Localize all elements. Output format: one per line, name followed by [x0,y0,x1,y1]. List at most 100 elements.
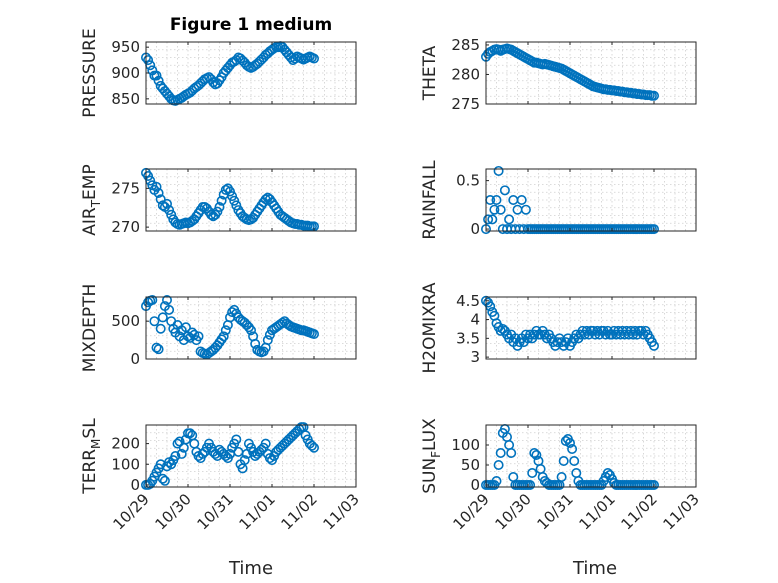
y-axis-label: AIRTEMP [80,164,103,235]
data-point [147,295,158,306]
data-point [520,204,531,215]
data-point [220,325,231,336]
x-axis-label-right: Time [572,558,617,579]
axes-frame [145,424,357,488]
axes-frame [485,296,697,360]
data-point [157,312,168,323]
data-point [308,442,319,453]
y-tick-label: 275 [451,95,480,113]
data-point [231,434,242,445]
y-axis-label-main: MIXDEPTH [80,284,100,373]
data-point [151,181,162,192]
data-point [308,53,319,64]
data-point [155,194,166,205]
data-point [170,450,181,461]
data-point [483,214,494,225]
data-point [487,214,498,225]
data-point [489,204,500,215]
data-point [218,331,229,342]
data-point [516,195,527,206]
data-point [229,195,240,206]
y-tick-label: 3 [470,348,480,366]
data-point [166,209,177,220]
data-point [493,165,504,176]
data-point [648,479,659,490]
y-tick-label: 200 [111,435,140,453]
axes-frame [485,424,697,488]
y-axis-label-main: RAINFALL [420,160,440,240]
y-tick-label: 950 [111,38,140,56]
y-axis-label-main: SUN [420,458,440,494]
data-point [176,448,187,459]
figure-title: Figure 1 medium [170,15,332,35]
x-axis-label-left: Time [228,558,273,579]
data-point [193,331,204,342]
y-axis-label: THETA [420,45,440,101]
data-point [491,475,502,486]
y-tick-label: 50 [461,456,480,474]
data-point [260,438,271,449]
y-axis-label-main: H2OMIXRA [420,282,440,373]
data-point [214,201,225,212]
x-tick-label: 10/31 [194,490,237,533]
data-point [208,77,219,88]
data-point [153,188,164,199]
data-point [227,191,238,202]
x-tick-label: 10/30 [152,490,195,533]
data-point [216,195,227,206]
data-point [277,317,288,328]
x-tick-label: 10/31 [534,490,577,533]
y-tick-label: 0 [130,476,140,494]
data-point [164,304,175,315]
y-tick-label: 0 [470,476,480,494]
data-point [648,90,659,101]
data-point [151,70,162,81]
y-tick-label: 4.5 [456,292,480,310]
y-axis-label: H2OMIXRA [420,282,440,373]
y-axis-label-suffix: EMP [80,164,100,200]
y-tick-label: 4 [470,311,480,329]
x-tick-label: 11/03 [320,490,363,533]
data-point [527,467,538,478]
y-tick-label: 275 [111,179,140,197]
subplot-h2omixra: 33.544.5 H2OMIXRA [420,282,697,374]
data-point [143,55,154,66]
y-axis-label-subscript: M [89,439,103,449]
data-point [306,440,317,451]
data-point [180,322,191,333]
y-axis-label: MIXDEPTH [80,284,100,373]
y-axis-label-suffix: SL [80,418,100,439]
y-tick-label: 0 [130,350,140,368]
data-point [525,479,536,490]
y-tick-label: 0.5 [456,172,480,190]
axes-frame [145,296,357,360]
data-point [556,471,567,482]
subplot-theta: 275 280 285 THETA [420,36,697,113]
data-point [569,455,580,466]
y-axis-label-main: THETA [420,45,440,101]
y-axis-label-main: PRESSURE [80,28,100,117]
subplot-rainfall: 0 0.5 RAINFALL [420,160,697,240]
subplot-pressure: 850 900 950 PRESSURE [80,28,357,118]
data-point [493,459,504,470]
y-tick-label: 500 [111,312,140,330]
data-point [564,437,575,448]
axes-frame [485,168,697,232]
data-point [155,323,166,334]
data-point [143,170,154,181]
data-point [162,198,173,209]
x-tick-label: 10/30 [492,490,535,533]
y-axis-label-main: AIR [80,207,100,236]
y-axis-label-subscript: T [89,199,103,208]
data-point [159,475,170,486]
x-tick-label: 11/03 [660,490,703,533]
data-point [225,186,236,197]
y-tick-label: 0 [470,220,480,238]
y-tick-label: 270 [111,218,140,236]
x-tick-label: 10/29 [450,490,493,533]
data-point [212,206,223,217]
x-tick-label: 11/02 [618,490,661,533]
data-point [164,205,175,216]
